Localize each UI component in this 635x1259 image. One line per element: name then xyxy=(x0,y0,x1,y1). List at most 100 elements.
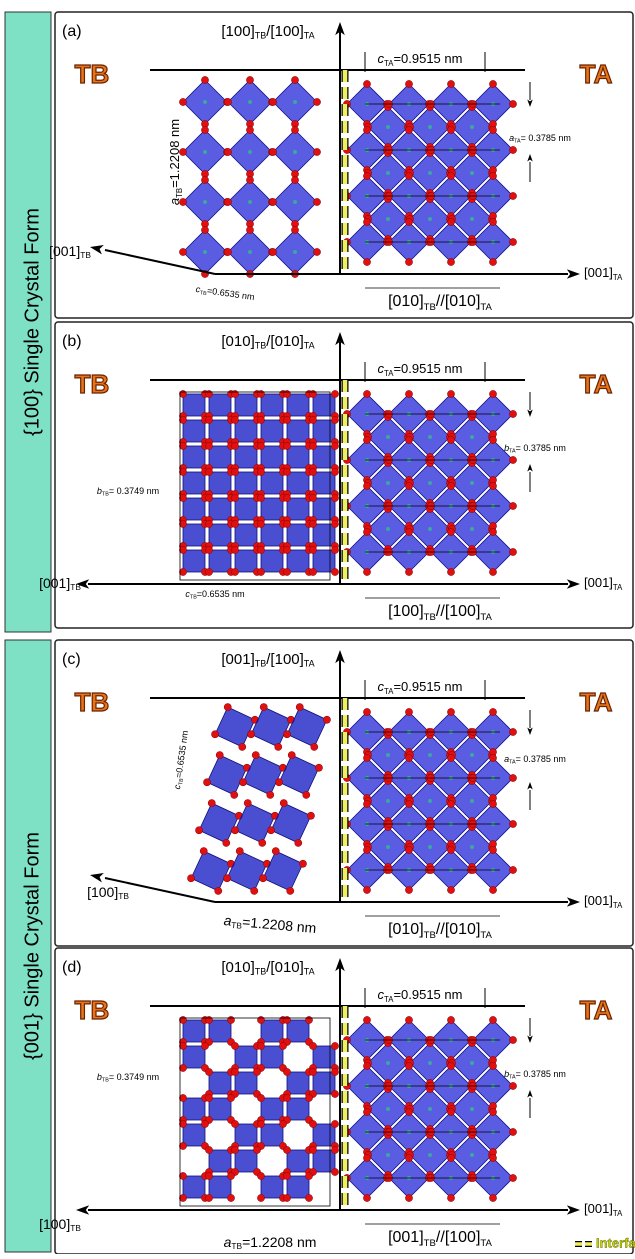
tb-cell xyxy=(179,494,208,523)
subscript: TB xyxy=(255,659,267,669)
atom xyxy=(205,568,212,575)
atom xyxy=(331,494,338,501)
atom xyxy=(363,258,370,265)
axis-label: [100]TB//[100]TA xyxy=(388,603,492,622)
tb-cell xyxy=(205,1016,234,1045)
atom xyxy=(489,800,496,807)
atom xyxy=(405,258,412,265)
axis-label: [100]TB/[100]TA xyxy=(221,23,314,41)
tb-cell xyxy=(231,416,260,445)
octahedron xyxy=(287,1176,309,1198)
panel-label: (d) xyxy=(62,959,82,976)
atom-center xyxy=(470,171,474,175)
octahedron xyxy=(313,498,335,520)
octahedron xyxy=(183,394,205,416)
atom xyxy=(179,494,186,501)
tb-cell xyxy=(179,546,208,575)
octahedron xyxy=(287,394,309,416)
atom xyxy=(305,1172,312,1179)
text-part: //[100] xyxy=(436,1229,480,1246)
octahedron xyxy=(287,524,309,546)
text-part: [001] xyxy=(39,575,70,591)
text-part: =0.9515 nm xyxy=(393,679,462,694)
tb-cell xyxy=(309,468,338,497)
atom xyxy=(291,176,298,183)
text-part: =0.9515 nm xyxy=(393,51,462,66)
atom xyxy=(447,126,454,133)
atom xyxy=(447,1154,454,1161)
tb-cell xyxy=(309,442,338,471)
atom xyxy=(231,416,238,423)
atom xyxy=(363,708,370,715)
atom xyxy=(279,1042,286,1049)
subscript: TA xyxy=(480,301,492,312)
octahedron xyxy=(183,498,205,520)
atom xyxy=(179,1042,186,1049)
atom xyxy=(331,468,338,475)
atom xyxy=(283,520,290,527)
atom xyxy=(447,218,454,225)
atom-center xyxy=(428,1107,432,1111)
subscript: TA xyxy=(480,611,492,622)
tb-cell xyxy=(231,1068,260,1097)
octahedron xyxy=(209,420,231,442)
atom xyxy=(363,528,370,535)
atom-center xyxy=(386,799,390,803)
atom-center xyxy=(470,1153,474,1157)
tb-cell xyxy=(231,468,260,497)
atom xyxy=(291,226,298,233)
subscript: TB xyxy=(118,891,129,901)
atom xyxy=(509,1128,516,1135)
tb-cell xyxy=(309,546,338,575)
octahedron xyxy=(183,446,205,468)
atom xyxy=(363,126,370,133)
atom xyxy=(489,754,496,761)
atom xyxy=(447,754,454,761)
atom-center xyxy=(386,753,390,757)
tb-cell xyxy=(309,1068,338,1097)
atom xyxy=(179,416,186,423)
tb-cell xyxy=(283,546,312,575)
atom-center xyxy=(470,799,474,803)
atom xyxy=(447,80,454,87)
text-part: a xyxy=(167,198,182,205)
atom xyxy=(509,1174,516,1181)
atom xyxy=(363,482,370,489)
atom xyxy=(253,1146,260,1153)
atom-center xyxy=(428,125,432,129)
atom xyxy=(405,886,412,893)
subscript: TB xyxy=(70,1223,81,1233)
atom xyxy=(309,442,316,449)
atom xyxy=(489,1194,496,1201)
atom xyxy=(509,146,516,153)
tb-cell xyxy=(231,1146,260,1175)
atom xyxy=(363,390,370,397)
atom xyxy=(447,1016,454,1023)
atom xyxy=(231,468,238,475)
tb-cell xyxy=(283,1172,312,1201)
atom xyxy=(447,1062,454,1069)
atom xyxy=(231,390,238,397)
octahedron xyxy=(235,472,257,494)
tb-cell xyxy=(257,442,286,471)
atom xyxy=(205,416,212,423)
atom xyxy=(205,1016,212,1023)
atom xyxy=(231,1146,238,1153)
atom xyxy=(179,1094,186,1101)
atom xyxy=(205,442,212,449)
text-part: /[100] xyxy=(266,23,304,40)
atom xyxy=(279,1120,286,1127)
text-part: [001] xyxy=(584,893,613,908)
atom xyxy=(179,1194,186,1201)
tb-cell xyxy=(179,1016,208,1045)
atom xyxy=(489,482,496,489)
atom xyxy=(405,390,412,397)
atom-center xyxy=(428,845,432,849)
octahedron xyxy=(209,524,231,546)
atom xyxy=(227,1016,234,1023)
tb-cell xyxy=(309,1120,338,1149)
atom xyxy=(331,1146,338,1153)
atom-center xyxy=(248,250,252,254)
tb-cell xyxy=(179,1172,208,1201)
text-part: = 0.3749 nm xyxy=(109,1072,159,1082)
